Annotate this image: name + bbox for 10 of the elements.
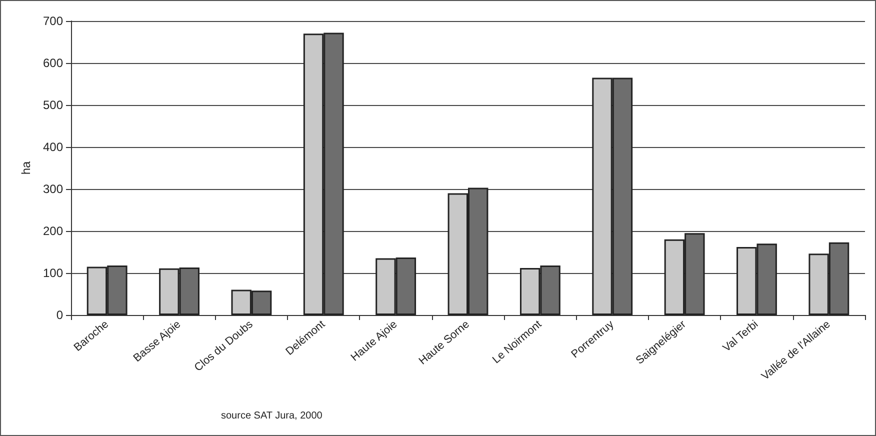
source-note: source SAT Jura, 2000	[221, 410, 323, 422]
y-axis-title: ha	[19, 161, 34, 175]
y-tick-label: 200	[42, 224, 64, 238]
y-tick-label: 400	[42, 140, 64, 154]
y-tick-label: 500	[42, 98, 64, 112]
y-tick-label: 700	[42, 14, 64, 28]
y-tick-label: 600	[42, 56, 64, 70]
y-tick-label: 300	[42, 182, 64, 196]
y-tick-label: 100	[42, 266, 64, 280]
y-tick-label: 0	[56, 308, 64, 322]
